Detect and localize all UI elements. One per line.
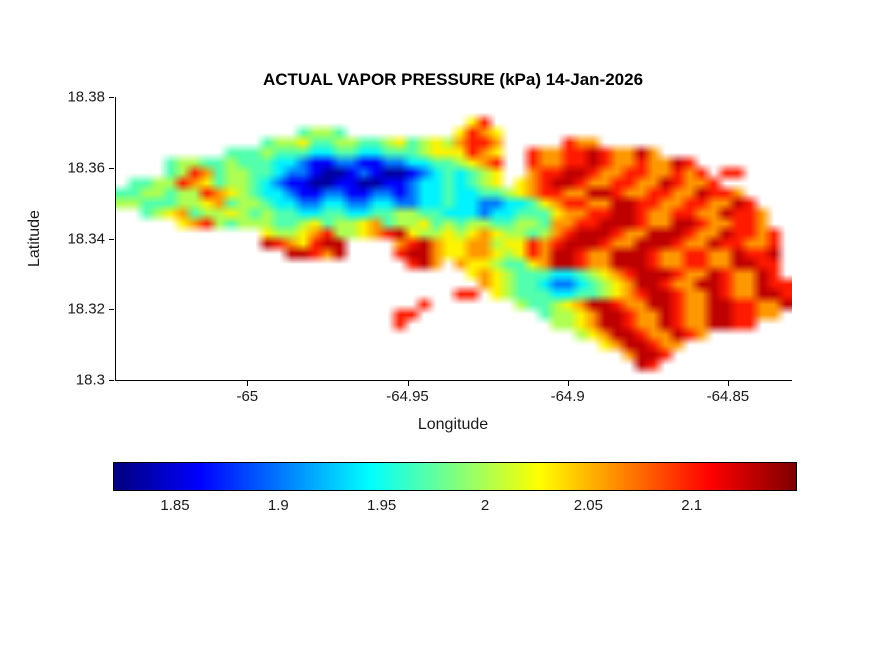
- x-tick-label: -64.85: [706, 388, 750, 405]
- x-tick-label: -64.95: [386, 388, 429, 405]
- y-tick-label: 18.3: [75, 371, 105, 389]
- x-tick-mark: [247, 381, 249, 386]
- y-tick-label: 18.34: [67, 230, 105, 247]
- plot-area: [115, 97, 792, 381]
- x-tick-label: -65: [236, 388, 259, 405]
- y-tick-label: 18.38: [67, 88, 105, 106]
- colorbar-tick-label: 2: [480, 497, 490, 514]
- y-tick-mark: [109, 167, 114, 169]
- colorbar-tick-label: 1.95: [367, 497, 397, 514]
- colorbar-tick-label: 1.85: [160, 497, 190, 514]
- colorbar-tick-label: 2.05: [573, 497, 603, 514]
- colorbar-tick-label: 1.9: [267, 497, 289, 514]
- y-tick-mark: [109, 97, 114, 98]
- y-tick-label: 18.36: [67, 159, 105, 177]
- colorbar: [113, 462, 797, 491]
- y-axis-label: Latitude: [26, 210, 43, 267]
- y-tick-label: 18.32: [67, 300, 105, 318]
- colorbar-tick-label: 2.1: [681, 497, 703, 514]
- x-tick-mark: [567, 381, 569, 386]
- x-axis-label: Longitude: [417, 416, 489, 433]
- x-tick-mark: [407, 381, 409, 386]
- colorbar-canvas: [114, 463, 796, 490]
- x-tick-label: -64.9: [550, 388, 585, 405]
- x-tick-mark: [727, 381, 729, 386]
- heatmap-canvas: [116, 97, 792, 380]
- y-tick-mark: [109, 380, 114, 381]
- y-tick-mark: [109, 309, 114, 311]
- chart-title: ACTUAL VAPOR PRESSURE (kPa) 14-Jan-2026: [262, 70, 644, 89]
- y-tick-mark: [109, 238, 114, 240]
